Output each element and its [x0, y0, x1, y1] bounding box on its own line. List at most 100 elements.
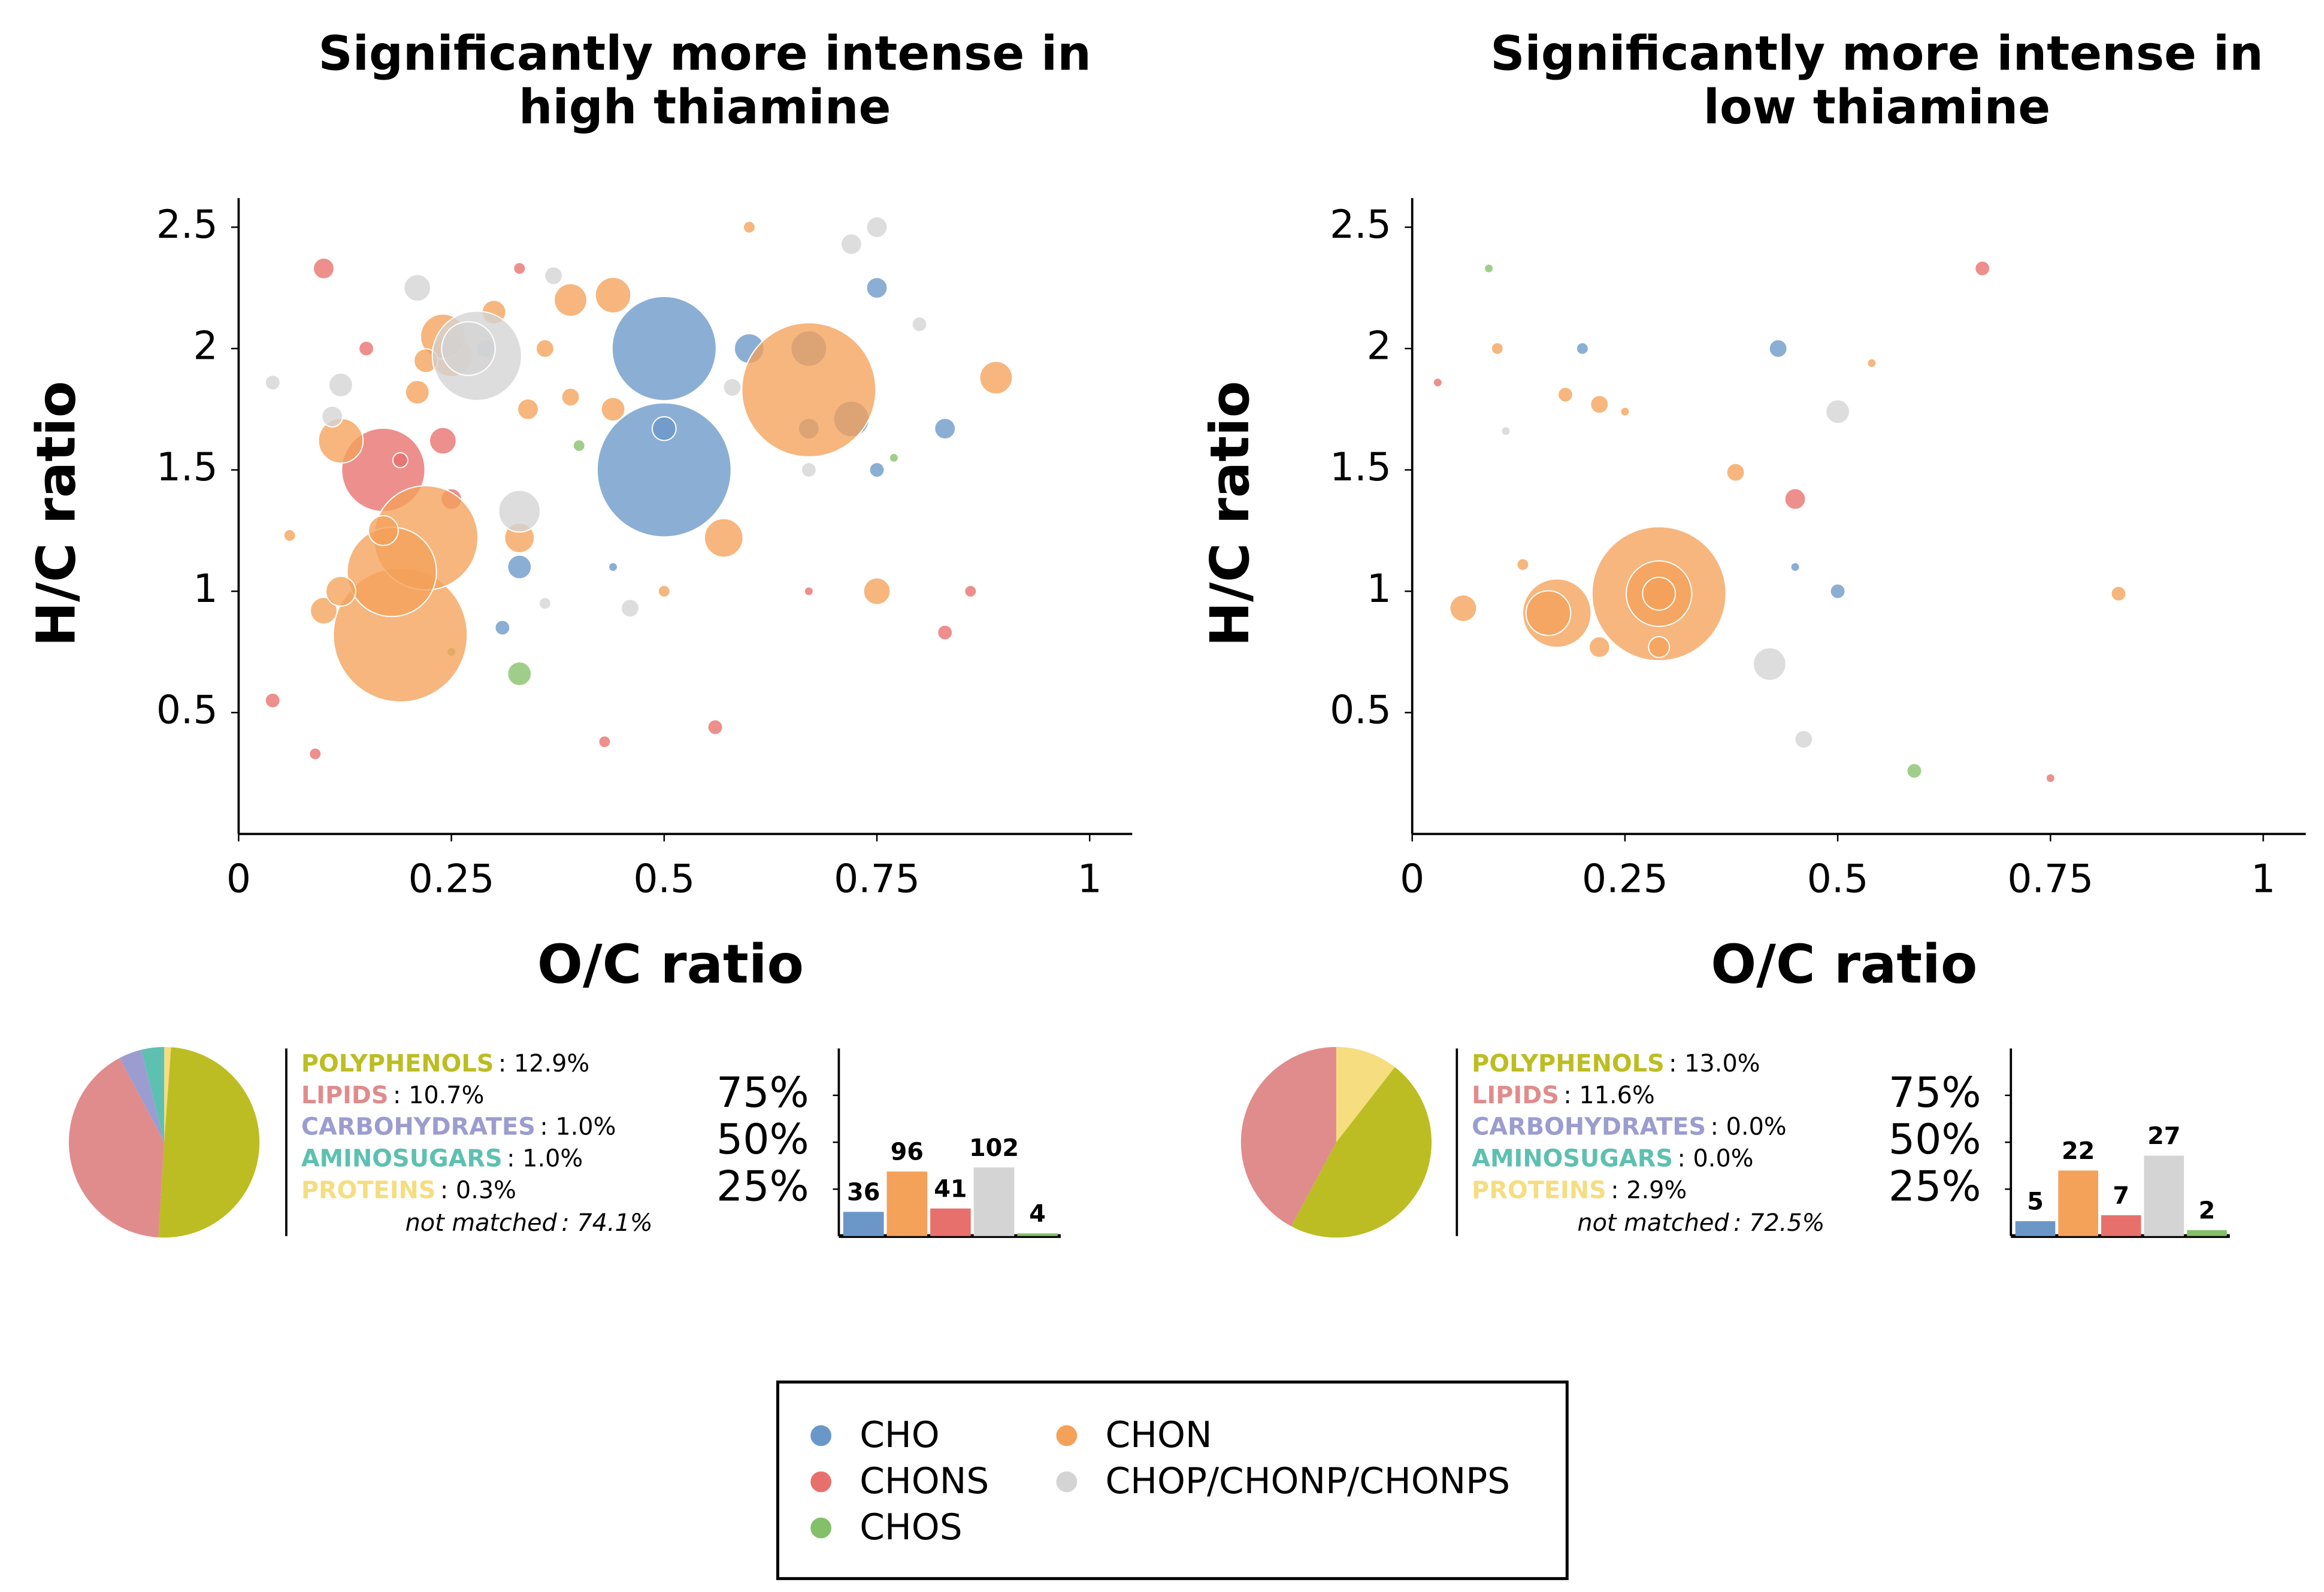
bubble: [325, 576, 356, 607]
pie-legend-entry: PROTEINS: 2.9%: [1472, 1176, 1687, 1204]
bubble: [507, 661, 532, 686]
bubble: [800, 462, 817, 478]
bubble: [596, 402, 732, 538]
bubble: [517, 398, 539, 420]
chart-title: Significantly more intense in: [318, 25, 1091, 81]
pie-legend-entry: AMINOSUGARS: 0.0%: [1472, 1145, 1753, 1172]
bar: [2015, 1221, 2056, 1236]
category-value: : 13.0%: [1669, 1049, 1760, 1077]
bubble: [2110, 585, 2127, 602]
unmatched-value: : 72.5%: [1733, 1209, 1824, 1236]
bubble: [979, 361, 1013, 395]
bubble: [1974, 260, 1991, 277]
y-tick-label: 25%: [716, 1162, 809, 1210]
legend-box: [776, 1380, 1569, 1581]
y-tick-label: 1.5: [1330, 445, 1391, 490]
bubble: [283, 529, 296, 542]
category-name: PROTEINS: [301, 1176, 436, 1204]
legend-label: CHON: [1106, 1415, 1212, 1456]
bubble: [1753, 647, 1787, 682]
bar: [886, 1171, 928, 1236]
legend-marker: [810, 1425, 832, 1446]
pie-legend-entry: POLYPHENOLS: 12.9%: [301, 1049, 589, 1077]
y-tick-label: 2: [193, 324, 217, 369]
category-value: : 11.6%: [1563, 1081, 1654, 1109]
bubble: [1432, 377, 1443, 388]
bubble: [1726, 462, 1745, 482]
bubble: [358, 340, 374, 357]
bubble: [328, 372, 353, 398]
y-axis-label: H/C ratio: [25, 381, 87, 647]
legend-marker: [1056, 1425, 1078, 1446]
bar: [2058, 1170, 2098, 1236]
pie-slice: [141, 1046, 165, 1143]
pie-legend-entry: AMINOSUGARS: 1.0%: [301, 1145, 583, 1172]
bar: [843, 1212, 884, 1236]
bubble: [538, 597, 552, 610]
bar: [973, 1167, 1015, 1236]
bubble: [1590, 395, 1609, 414]
legend-label: CHOP/CHONP/CHONPS: [1106, 1461, 1511, 1502]
y-tick-label: 50%: [1889, 1115, 1981, 1164]
bubble: [863, 577, 891, 606]
bar-value-label: 102: [969, 1134, 1019, 1162]
bubble: [1866, 358, 1877, 368]
bubble: [937, 624, 954, 641]
category-value: : 10.7%: [393, 1081, 484, 1109]
category-name: LIPIDS: [1472, 1081, 1559, 1109]
bar: [2101, 1215, 2141, 1236]
bubble: [1790, 562, 1801, 573]
category-value: : 0.0%: [1677, 1145, 1753, 1172]
category-value: : 0.0%: [1711, 1113, 1787, 1140]
pie-slice: [119, 1049, 165, 1143]
bubble: [1768, 339, 1788, 358]
bubble: [308, 747, 322, 761]
bubble: [866, 277, 888, 299]
category-name: PROTEINS: [1472, 1176, 1606, 1204]
bubble: [553, 283, 588, 317]
y-tick-label: 2.5: [1330, 202, 1391, 247]
y-tick-label: 50%: [716, 1115, 809, 1164]
pie-legend-entry: PROTEINS: 0.3%: [301, 1176, 516, 1204]
bubble: [441, 321, 496, 376]
bubble: [1825, 399, 1851, 425]
pie-slice: [1336, 1046, 1395, 1143]
bar-value-label: 22: [2062, 1137, 2095, 1165]
bubble: [513, 262, 526, 276]
bubble: [621, 598, 640, 618]
bubble: [1829, 583, 1846, 600]
category-name: AMINOSUGARS: [301, 1145, 503, 1172]
bar: [930, 1208, 971, 1236]
bubble: [741, 322, 877, 458]
bubble: [611, 295, 717, 401]
bubble: [368, 515, 399, 546]
bar-value-label: 2: [2199, 1197, 2216, 1224]
bubble: [535, 339, 555, 358]
legend-marker: [1056, 1471, 1078, 1493]
bar: [2144, 1155, 2184, 1236]
bubble: [742, 220, 756, 234]
bubble: [392, 452, 408, 468]
y-axis-label: H/C ratio: [1199, 381, 1261, 647]
bubble: [264, 692, 281, 709]
bubble: [911, 316, 928, 332]
bubble: [1648, 635, 1671, 658]
bubble: [1642, 576, 1677, 611]
bubble: [703, 517, 744, 558]
bubble: [598, 735, 612, 749]
y-tick-label: 2.5: [156, 202, 218, 247]
bubble: [264, 374, 281, 391]
bar: [1017, 1233, 1058, 1236]
bubble: [600, 397, 626, 422]
bar-value-label: 4: [1029, 1200, 1046, 1228]
x-tick-label: 0.5: [633, 857, 695, 902]
pie-slice: [68, 1058, 165, 1237]
y-tick-label: 1: [1367, 567, 1391, 612]
y-tick-label: 2: [1367, 324, 1391, 369]
pie-slice: [158, 1047, 260, 1238]
bubble: [964, 585, 978, 598]
chart-title: low thiamine: [1703, 79, 2050, 135]
category-name: CARBOHYDRATES: [301, 1113, 535, 1140]
legend-label: CHO: [860, 1415, 939, 1456]
